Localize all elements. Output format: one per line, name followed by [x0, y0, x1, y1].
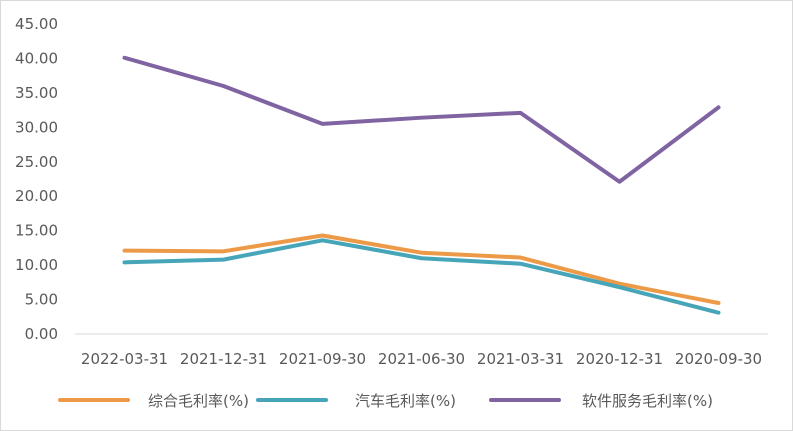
x-tick-label: 2021-09-30	[279, 350, 366, 368]
x-tick-label: 2020-09-30	[675, 350, 762, 368]
series-line-1	[122, 233, 721, 305]
y-tick-label: 5.00	[25, 291, 58, 309]
series-layer	[122, 55, 721, 315]
series-line-2	[122, 238, 721, 315]
y-tick-label: 20.00	[15, 187, 58, 205]
x-tick-label: 2021-06-30	[378, 350, 465, 368]
legend-label-1: 综合毛利率(%)	[148, 392, 249, 410]
x-tick-label: 2021-03-31	[477, 350, 564, 368]
y-tick-label: 15.00	[15, 222, 58, 240]
x-axis: 2022-03-31 2021-12-31 2021-09-30 2021-06-30…	[75, 333, 768, 368]
y-tick-label: 30.00	[15, 118, 58, 136]
y-tick-label: 45.00	[15, 15, 58, 33]
legend-label-2: 汽车毛利率(%)	[355, 392, 456, 410]
legend-label-3: 软件服务毛利率(%)	[582, 392, 713, 410]
y-axis: 0.00 5.00 10.00 15.00 20.00 25.00 30.00 35.00 40…	[15, 15, 58, 343]
y-tick-label: 25.00	[15, 153, 58, 171]
y-tick-label: 10.00	[15, 256, 58, 274]
legend: 综合毛利率(%) 汽车毛利率(%) 软件服务毛利率(%)	[58, 392, 713, 410]
y-tick-label: 35.00	[15, 84, 58, 102]
series-line-3	[122, 55, 721, 184]
y-tick-label: 40.00	[15, 49, 58, 67]
y-tick-label: 0.00	[25, 325, 58, 343]
x-tick-label: 2022-03-31	[81, 350, 168, 368]
x-tick-label: 2020-12-31	[576, 350, 663, 368]
x-tick-label: 2021-12-31	[180, 350, 267, 368]
